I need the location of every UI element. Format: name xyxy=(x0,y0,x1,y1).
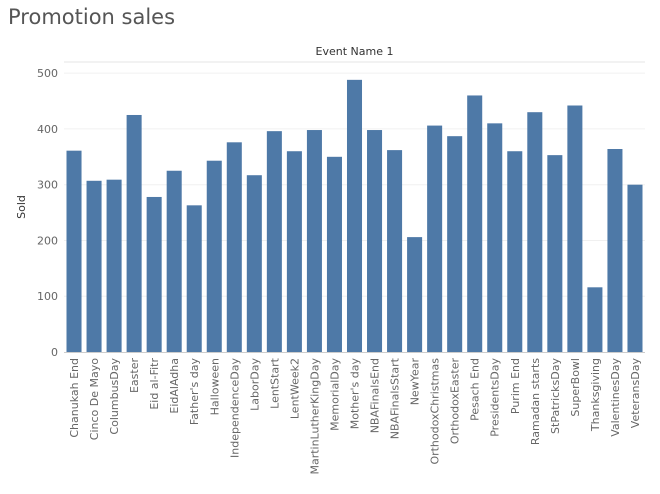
bar xyxy=(106,179,122,352)
x-tick-label: StPatricksDay xyxy=(549,358,562,434)
x-tick-label: MemorialDay xyxy=(328,358,341,431)
x-tick-label: MartinLutherKingDay xyxy=(308,358,321,475)
bar xyxy=(226,142,242,352)
bar xyxy=(266,131,282,352)
y-tick-label: 400 xyxy=(37,123,58,136)
x-tick-label: Cinco De Mayo xyxy=(88,358,101,440)
x-tick-label: LaborDay xyxy=(248,358,261,411)
bar xyxy=(146,196,162,352)
x-tick-label: Father's day xyxy=(188,358,201,426)
bar xyxy=(487,123,503,352)
x-tick-label: Halloween xyxy=(208,358,221,415)
y-tick-label: 500 xyxy=(37,67,58,80)
column-header: Event Name 1 xyxy=(316,45,394,58)
x-tick-label: SuperBowl xyxy=(569,358,582,417)
bar xyxy=(567,105,583,352)
x-tick-label: EidAlAdha xyxy=(168,358,181,414)
x-tick-label: VeteransDay xyxy=(629,358,642,429)
x-tick-label: NBAFinalsEnd xyxy=(369,358,382,433)
y-axis-title: Sold xyxy=(15,195,28,219)
x-tick-label: Ramadan starts xyxy=(529,358,542,445)
bar xyxy=(527,112,543,352)
y-tick-label: 200 xyxy=(37,234,58,247)
x-tick-label: Thanksgiving xyxy=(589,358,602,432)
x-tick-label: LentStart xyxy=(268,357,281,409)
y-tick-label: 300 xyxy=(37,179,58,192)
x-tick-label: ValentinesDay xyxy=(609,358,622,437)
x-tick-label: IndependenceDay xyxy=(228,358,241,458)
bar xyxy=(186,205,202,352)
bar xyxy=(387,150,403,352)
bar xyxy=(427,125,443,352)
y-axis: 0 100 200 300 400 500 xyxy=(37,67,58,359)
bar xyxy=(447,136,463,352)
bar xyxy=(587,287,603,352)
bar xyxy=(547,155,563,352)
bar xyxy=(507,151,523,352)
x-tick-label: Easter xyxy=(128,358,141,394)
x-tick-label: Mother's day xyxy=(349,358,362,430)
bar xyxy=(166,170,182,352)
x-tick-label: OrthodoxChristmas xyxy=(429,358,442,465)
page-title: Promotion sales xyxy=(8,5,176,29)
x-tick-label: NewYear xyxy=(409,358,422,406)
y-tick-label: 0 xyxy=(51,346,58,359)
bar xyxy=(86,180,102,352)
x-axis: Chanukah End Cinco De Mayo ColumbusDay East… xyxy=(68,357,642,474)
bar xyxy=(246,175,262,352)
bar xyxy=(306,130,322,352)
y-tick-label: 100 xyxy=(37,290,58,303)
bars xyxy=(66,79,643,352)
bar xyxy=(367,130,383,352)
x-tick-label: Chanukah End xyxy=(68,358,81,438)
x-tick-label: NBAFinalsStart xyxy=(389,357,402,439)
bar xyxy=(326,156,342,352)
x-tick-label: Pesach End xyxy=(469,358,482,421)
bar xyxy=(66,150,82,352)
x-tick-label: LentWeek2 xyxy=(288,358,301,419)
x-tick-label: ColumbusDay xyxy=(108,358,121,435)
bar xyxy=(126,114,142,352)
bar xyxy=(607,149,623,352)
bar xyxy=(467,95,483,352)
bar xyxy=(627,184,643,352)
x-tick-label: OrthodoxEaster xyxy=(449,358,462,445)
bar xyxy=(346,79,363,352)
x-tick-label: Eid al-Fitr xyxy=(148,358,161,410)
x-tick-label: PresidentsDay xyxy=(489,358,502,437)
bar xyxy=(407,237,423,352)
bar xyxy=(206,160,222,352)
bar xyxy=(286,151,302,352)
x-tick-label: Purim End xyxy=(509,358,522,414)
